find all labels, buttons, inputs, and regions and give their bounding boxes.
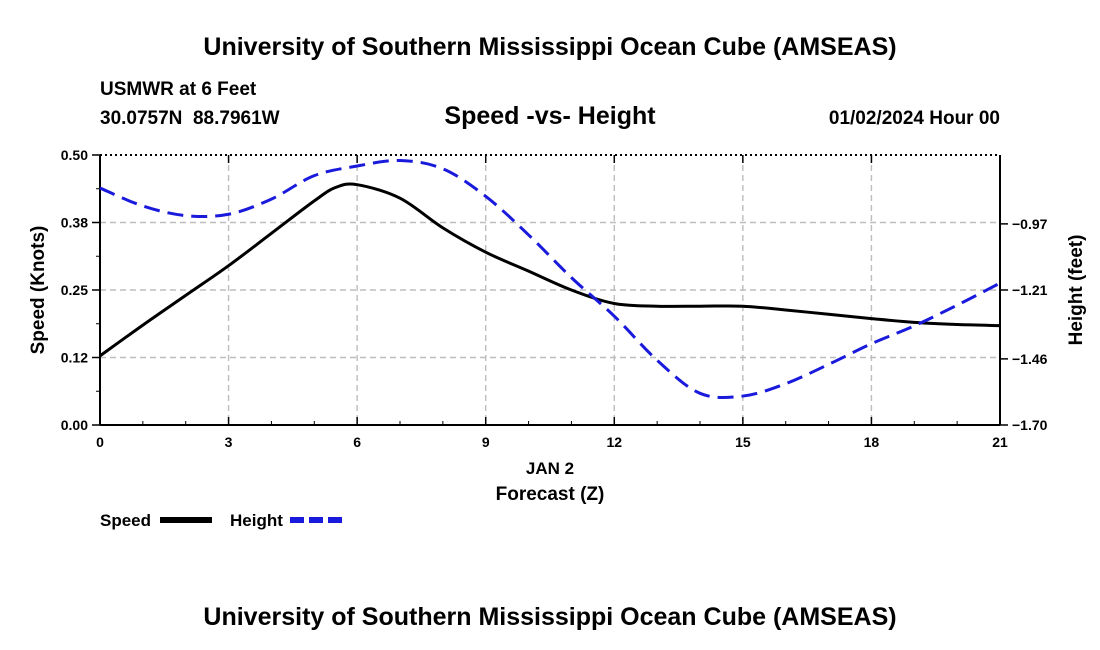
grid-lines — [100, 155, 1000, 425]
x-tick-label: 9 — [482, 434, 490, 450]
x-tick-label: 6 — [353, 434, 361, 450]
x-tick-label: 12 — [606, 434, 622, 450]
y-left-tick-label: 0.00 — [61, 417, 88, 433]
y-right-tick-label: −1.46 — [1012, 351, 1048, 367]
station-coords: 30.0757N 88.7961W — [100, 108, 280, 129]
station-label: USMWR at 6 Feet — [100, 79, 257, 100]
x-tick-label: 0 — [96, 434, 104, 450]
series-speed-line — [99, 182, 1001, 358]
legend-height-label: Height — [230, 511, 283, 530]
chart-subtitle: Speed -vs- Height — [444, 102, 656, 130]
y-left-tick-label: 0.25 — [61, 282, 88, 298]
y-right-tick-label: −0.97 — [1012, 216, 1048, 232]
legend-speed-label: Speed — [100, 511, 151, 530]
y-right-tick-label: −1.70 — [1012, 417, 1048, 433]
y-left-tick-label: 0.38 — [61, 215, 88, 231]
forecast-datetime: 01/02/2024 Hour 00 — [829, 108, 1000, 129]
y-left-tick-label: 0.12 — [61, 350, 88, 366]
series-height-line — [99, 159, 1001, 400]
x-tick-label: 21 — [992, 434, 1008, 450]
x-axis-label: Forecast (Z) — [496, 484, 605, 505]
y-axis-right-label: Height (feet) — [1066, 235, 1087, 346]
y-right-tick-label: −1.21 — [1012, 282, 1048, 298]
plot-frame — [99, 154, 1001, 426]
x-axis-date-label: JAN 2 — [526, 459, 574, 478]
x-tick-label: 15 — [735, 434, 751, 450]
data-series — [99, 159, 1001, 400]
legend: Speed Height — [100, 511, 342, 530]
y-left-tick-label: 0.50 — [61, 147, 88, 163]
axis-ticks: 0 3 6 9 12 15 18 21 0.00 0.12 0.25 0.38 0.50 −1.70 −1.… — [61, 147, 1048, 450]
y-axis-left-label: Speed (Knots) — [28, 226, 49, 355]
footer-title: University of Southern Mississippi Ocean… — [203, 603, 896, 631]
x-tick-label: 3 — [225, 434, 233, 450]
x-tick-label: 18 — [864, 434, 880, 450]
page-title: University of Southern Mississippi Ocean… — [203, 33, 896, 61]
